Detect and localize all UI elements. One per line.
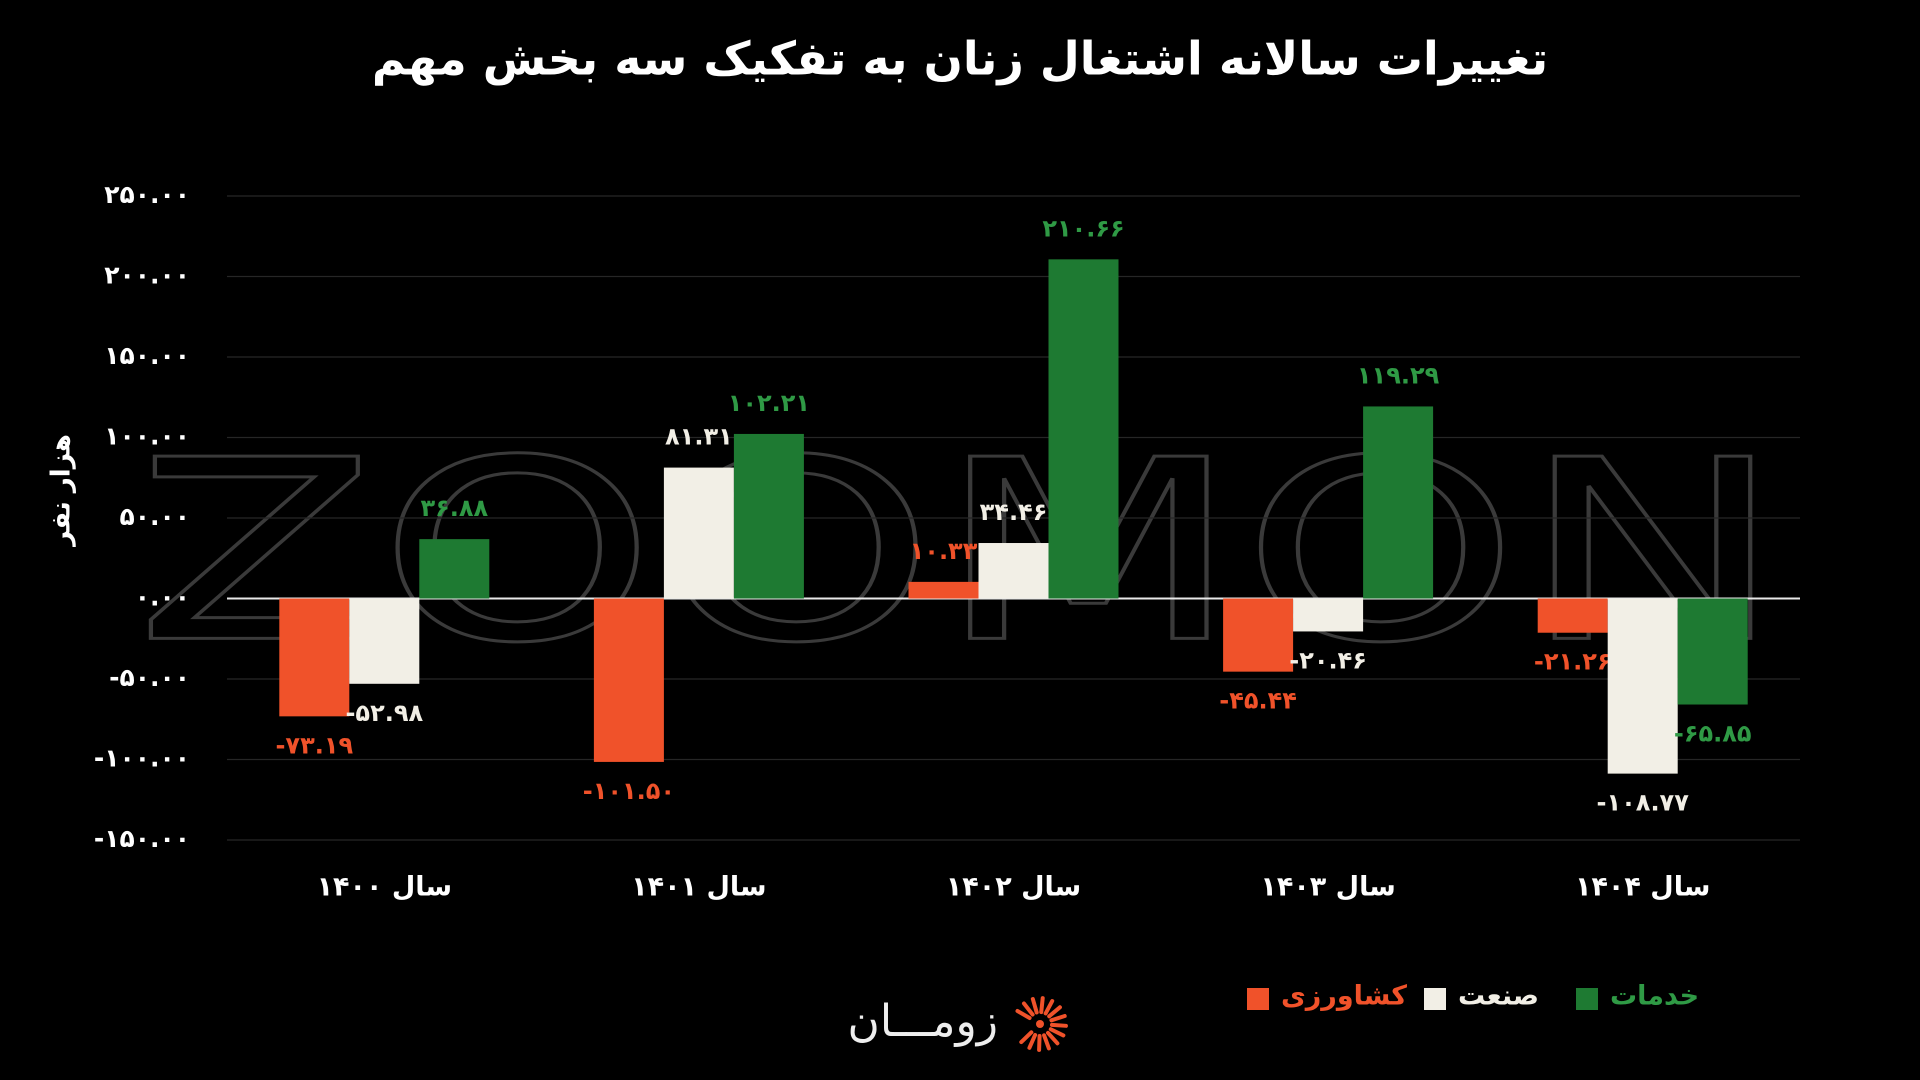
data-label: -۲۰.۴۶ xyxy=(1289,646,1367,674)
x-tick-label: سال ۱۴۰۱ xyxy=(631,872,766,903)
y-axis-label: هزار نفر xyxy=(47,434,77,548)
legend-swatch xyxy=(1424,988,1446,1010)
bar xyxy=(349,598,420,684)
data-label: ۳۶.۸۸ xyxy=(420,494,488,522)
data-label: -۵۲.۹۸ xyxy=(345,699,423,727)
bar xyxy=(1048,259,1119,599)
y-tick-label: ۲۵۰.۰۰ xyxy=(104,180,190,209)
bar xyxy=(419,539,490,599)
legend-swatch xyxy=(1247,988,1269,1010)
logo-ray xyxy=(1049,1022,1068,1028)
y-tick-label: -۱۰۰.۰۰ xyxy=(94,744,190,773)
logo-ray xyxy=(1048,1027,1066,1038)
data-label: ۱۱۹.۲۹ xyxy=(1357,361,1440,389)
y-tick-label: -۱۵۰.۰۰ xyxy=(94,824,190,853)
logo-ray xyxy=(1021,1001,1035,1017)
logo-ray xyxy=(1030,997,1039,1015)
y-tick-label: ۱۰۰.۰۰ xyxy=(104,422,190,451)
data-label: -۴۵.۴۴ xyxy=(1219,687,1297,715)
legend-swatch xyxy=(1576,988,1598,1010)
y-tick-label: -۵۰.۰۰ xyxy=(109,663,190,692)
logo: زومـــان xyxy=(848,996,1068,1052)
x-tick-label: سال ۱۴۰۲ xyxy=(946,872,1081,903)
chart-title: تغییرات سالانه اشتغال زنان به تفکیک سه ب… xyxy=(372,32,1548,86)
data-label: ۲۱۰.۶۶ xyxy=(1042,214,1124,242)
logo-ray xyxy=(1039,996,1045,1015)
data-label: ۳۴.۴۶ xyxy=(980,498,1048,526)
data-label: ۸۱.۳۱ xyxy=(665,423,733,451)
x-tick-label: سال ۱۴۰۰ xyxy=(317,872,452,903)
bar xyxy=(1677,598,1748,705)
data-label: ۱۰.۳۳ xyxy=(910,537,978,565)
legend-label: صنعت xyxy=(1458,981,1539,1012)
bar xyxy=(1363,406,1434,599)
legend-label: خدمات xyxy=(1610,981,1699,1012)
bar xyxy=(1607,598,1678,774)
data-label: -۱۰۸.۷۷ xyxy=(1597,789,1690,817)
bar xyxy=(593,598,664,762)
bar xyxy=(1293,598,1364,632)
bar xyxy=(978,543,1049,599)
logo-ray xyxy=(1049,1013,1067,1023)
legend-label: کشاورزی xyxy=(1281,981,1407,1012)
data-label: -۷۳.۱۹ xyxy=(275,731,353,759)
logo-ray xyxy=(1019,1030,1034,1045)
bar xyxy=(279,598,350,717)
y-tick-label: ۵۰.۰۰ xyxy=(119,502,190,531)
bar xyxy=(663,467,734,599)
logo-ray xyxy=(1042,1033,1051,1051)
bar xyxy=(733,433,804,599)
y-tick-label: ۱۵۰.۰۰ xyxy=(104,341,190,370)
data-label: ۱۰۲.۲۱ xyxy=(728,389,810,417)
x-tick-label: سال ۱۴۰۳ xyxy=(1260,872,1395,903)
logo-ray xyxy=(1046,1030,1060,1046)
logo-ray xyxy=(1015,1009,1032,1020)
bar xyxy=(908,581,979,599)
logo-ray xyxy=(1047,1005,1062,1019)
bar xyxy=(1223,598,1294,672)
y-tick-label: ۰.۰۰ xyxy=(135,583,190,612)
logo-ray xyxy=(1043,999,1055,1016)
y-tick-label: ۲۰۰.۰۰ xyxy=(104,261,190,290)
bar xyxy=(1537,598,1608,633)
logo-ray xyxy=(1027,1032,1038,1050)
logo-text: زومـــان xyxy=(848,996,998,1047)
data-label: -۲۱.۲۶ xyxy=(1534,648,1612,676)
x-tick-label: سال ۱۴۰۴ xyxy=(1575,872,1710,903)
data-label: -۶۵.۸۵ xyxy=(1674,720,1752,748)
logo-dot xyxy=(1036,1020,1044,1028)
data-label: -۱۰۱.۵۰ xyxy=(583,777,675,805)
